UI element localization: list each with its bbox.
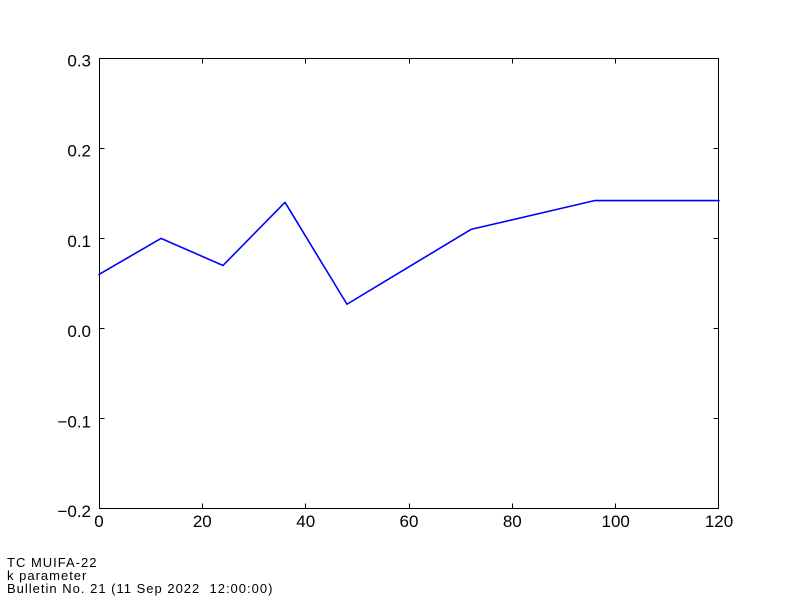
svg-text:100: 100	[602, 512, 630, 531]
svg-text:40: 40	[296, 512, 315, 531]
svg-text:0.3: 0.3	[67, 52, 91, 71]
svg-text:0.1: 0.1	[67, 232, 91, 251]
svg-text:20: 20	[193, 512, 212, 531]
svg-text:120: 120	[705, 512, 733, 531]
svg-text:0.2: 0.2	[67, 142, 91, 161]
svg-text:60: 60	[400, 512, 419, 531]
svg-text:80: 80	[503, 512, 522, 531]
svg-text:0: 0	[94, 512, 103, 531]
svg-text:−0.2: −0.2	[57, 502, 91, 521]
svg-text:0.0: 0.0	[67, 322, 91, 341]
svg-text:−0.1: −0.1	[57, 412, 91, 431]
